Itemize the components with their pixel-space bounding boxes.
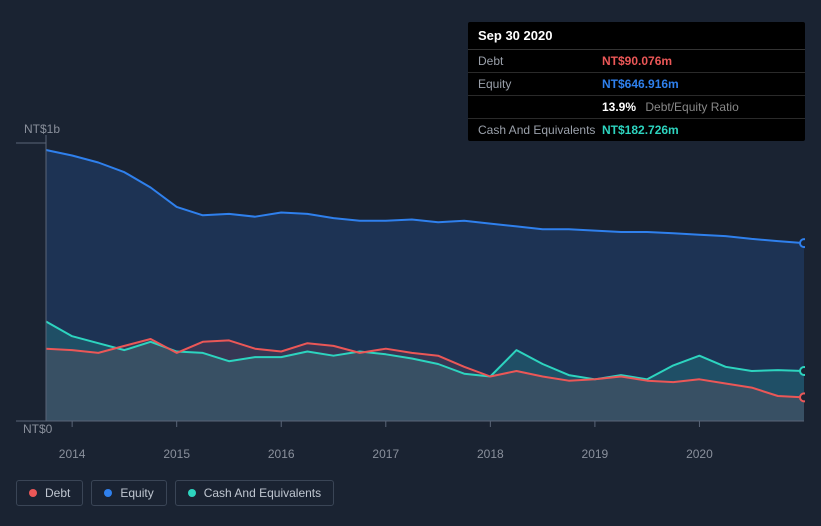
chart-area — [16, 115, 805, 435]
legend-label: Equity — [120, 486, 153, 500]
chart-tooltip: Sep 30 2020 DebtNT$90.076mEquityNT$646.9… — [468, 22, 805, 141]
tooltip-row: Cash And EquivalentsNT$182.726m — [468, 119, 805, 141]
legend-item-debt[interactable]: Debt — [16, 480, 83, 506]
tooltip-row-value: 13.9% Debt/Equity Ratio — [602, 100, 739, 114]
x-axis-year: 2019 — [582, 447, 609, 461]
tooltip-row-value: NT$182.726m — [602, 123, 679, 137]
legend-dot-icon — [104, 489, 112, 497]
x-axis-year: 2016 — [268, 447, 295, 461]
chart-svg — [16, 115, 805, 435]
tooltip-row-label: Cash And Equivalents — [478, 123, 602, 137]
legend: Debt Equity Cash And Equivalents — [16, 480, 334, 506]
tooltip-row-label: Debt — [478, 54, 602, 68]
x-axis-year: 2014 — [59, 447, 86, 461]
tooltip-row-label: Equity — [478, 77, 602, 91]
x-axis-year: 2020 — [686, 447, 713, 461]
legend-dot-icon — [188, 489, 196, 497]
legend-dot-icon — [29, 489, 37, 497]
tooltip-row-label — [478, 100, 602, 114]
x-axis-year: 2018 — [477, 447, 504, 461]
tooltip-row-extra: Debt/Equity Ratio — [642, 100, 739, 114]
tooltip-date: Sep 30 2020 — [468, 22, 805, 50]
tooltip-row-value: NT$90.076m — [602, 54, 672, 68]
x-axis-year: 2015 — [163, 447, 190, 461]
tooltip-row: EquityNT$646.916m — [468, 73, 805, 96]
x-axis-year: 2017 — [372, 447, 399, 461]
tooltip-row-value: NT$646.916m — [602, 77, 679, 91]
legend-item-cash-and-equivalents[interactable]: Cash And Equivalents — [175, 480, 334, 506]
legend-label: Debt — [45, 486, 70, 500]
tooltip-row: DebtNT$90.076m — [468, 50, 805, 73]
tooltip-row: 13.9% Debt/Equity Ratio — [468, 96, 805, 119]
legend-label: Cash And Equivalents — [204, 486, 321, 500]
legend-item-equity[interactable]: Equity — [91, 480, 166, 506]
